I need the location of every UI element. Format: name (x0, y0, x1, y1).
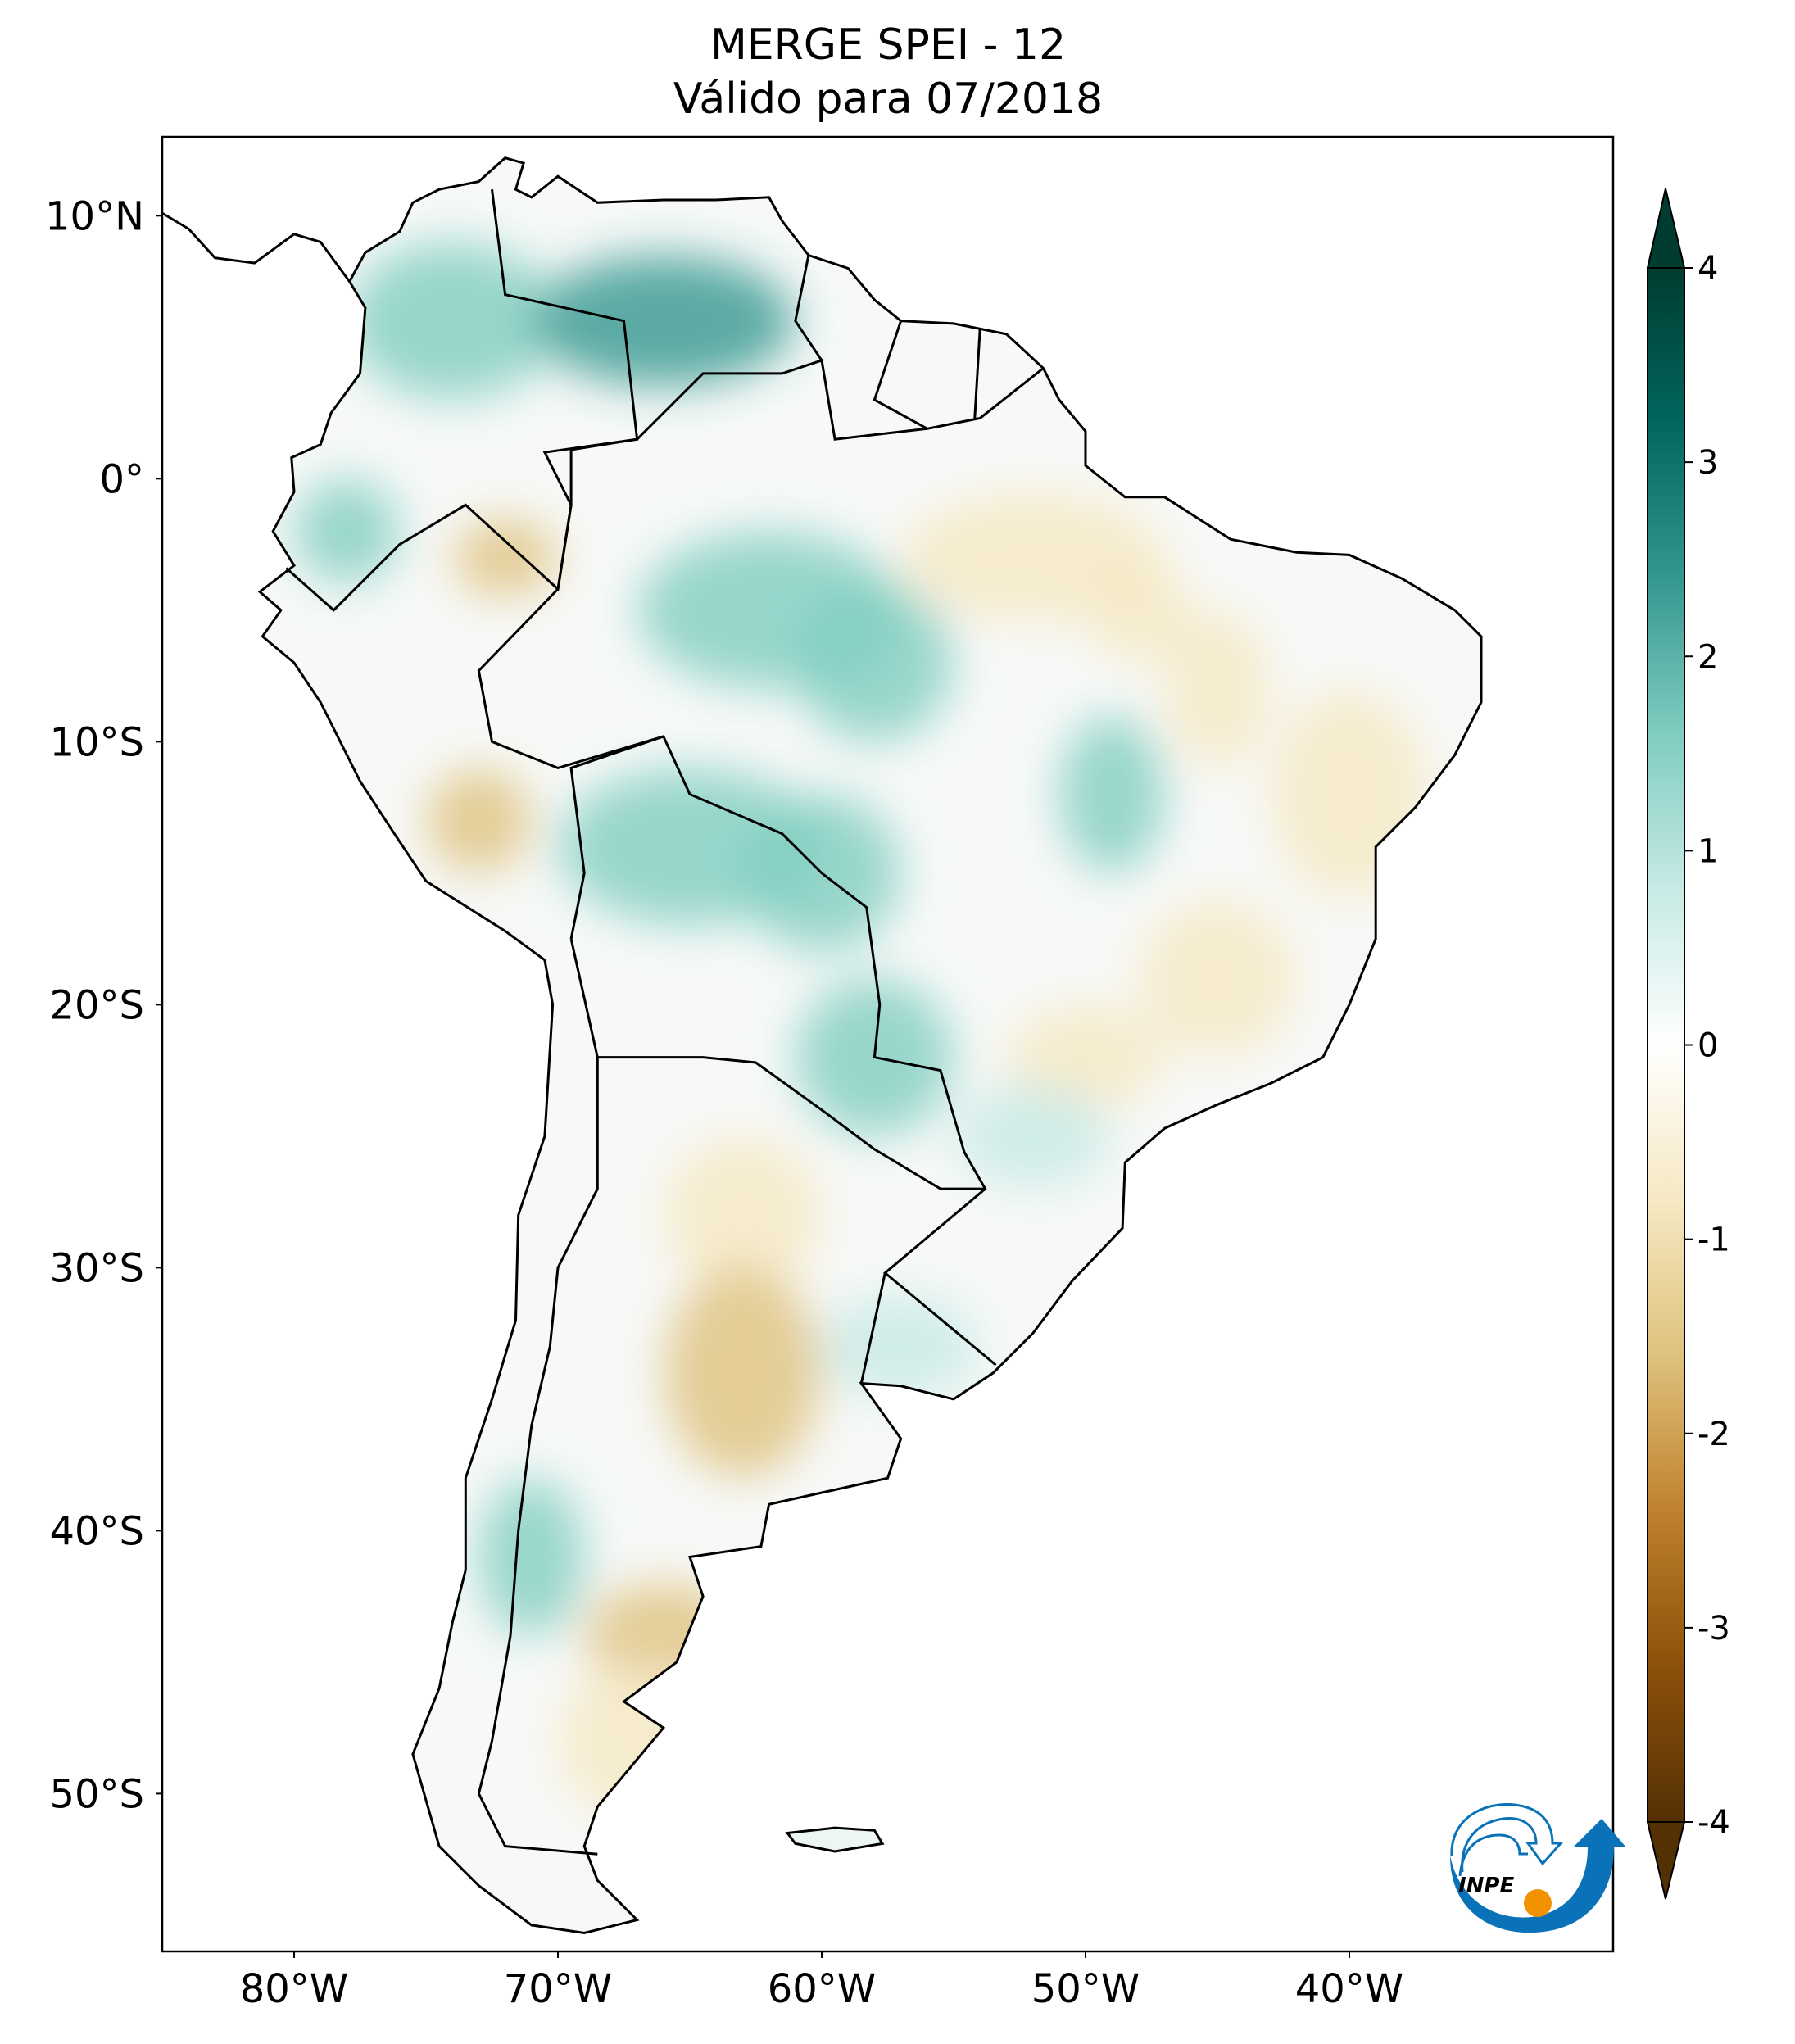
logo-sun (1524, 1889, 1552, 1917)
spei-anomaly-region (478, 1478, 584, 1636)
coastline-central-america (161, 211, 351, 283)
lon-tick-label: 70°W (504, 1966, 613, 2012)
spei-field (294, 242, 1428, 1820)
lon-tick-label: 50°W (1031, 1966, 1140, 2012)
spei-anomaly-region (1086, 557, 1191, 663)
lat-axis: 10°N 0° 10°S 20°S 30°S 40°S 50°S (45, 193, 162, 1817)
colorbar-tick-label: -3 (1698, 1610, 1730, 1647)
lat-tick-label: 0° (99, 456, 144, 502)
colorbar-tick-label: -1 (1698, 1221, 1730, 1259)
inpe-logo: INPE (1450, 1803, 1626, 1933)
spei-anomaly-region (822, 1294, 980, 1399)
logo-swirl-outer (1450, 1803, 1564, 1873)
falkland-islands (785, 1826, 885, 1853)
border-brazil (477, 358, 1045, 1366)
lat-tick-label: 30°S (49, 1245, 144, 1291)
colorbar-tick-label: -2 (1698, 1416, 1730, 1453)
spei-anomaly-region (954, 1083, 1112, 1189)
colorbar-tick-label: 0 (1698, 1027, 1718, 1065)
lat-tick-label: 50°S (49, 1771, 144, 1817)
spei-anomaly-region (294, 478, 400, 584)
colorbar-tick-label: 3 (1698, 444, 1718, 482)
colorbar-extend-top (1646, 188, 1686, 269)
border-peru-ecuador-colombia (285, 189, 639, 612)
border-argentina-north (597, 1056, 986, 1190)
border-guianas-2 (873, 320, 928, 430)
lon-tick-label: 80°W (240, 1966, 349, 2012)
lat-tick-label: 10°S (49, 719, 144, 765)
colorbar-body (1647, 267, 1685, 1823)
coastline (257, 156, 1483, 1935)
spei-anomaly-region (1007, 1004, 1164, 1110)
border-bolivia-paraguay-argentina (569, 735, 664, 940)
colorbar-extend-bottom (1646, 1821, 1686, 1900)
spei-anomaly-region (664, 1136, 822, 1294)
spei-anomaly-region (1139, 900, 1296, 1058)
logo-swirl-inner (1458, 1833, 1528, 1877)
lon-tick-label: 60°W (768, 1966, 877, 2012)
lon-axis: 80°W 70°W 60°W 50°W 40°W (240, 1951, 1404, 2012)
colorbar-tick-label: -4 (1698, 1804, 1730, 1842)
spei-anomaly-region (1059, 715, 1165, 873)
map-frame (161, 135, 1615, 1953)
country-borders (161, 156, 1483, 1935)
logo-swoosh (1450, 1819, 1626, 1933)
colorbar: 4 3 2 1 0 -1 -2 -3 -4 (1646, 188, 1730, 1900)
border-andes (477, 938, 599, 1856)
colorbar-tick-label: 2 (1698, 638, 1718, 676)
spei-anomaly-region (796, 584, 954, 742)
lat-tick-label: 40°S (49, 1508, 144, 1554)
map-panel: 10°N 0° 10°S 20°S 30°S 40°S 50°S 80°W 70°W 60°W 5… (45, 135, 1615, 2012)
colorbar-tick-label: 1 (1698, 832, 1718, 870)
logo-text: INPE (1458, 1874, 1514, 1898)
spei-anomaly-region (664, 1267, 822, 1478)
title-line-2: Válido para 07/2018 (673, 75, 1103, 124)
spei-anomaly-region (347, 242, 558, 400)
lat-tick-label: 10°N (45, 193, 144, 239)
border-guianas (794, 255, 823, 361)
spei-anomaly-region (1165, 610, 1270, 768)
lon-tick-label: 40°W (1295, 1966, 1404, 2012)
colorbar-ticks: 4 3 2 1 0 -1 -2 -3 -4 (1684, 250, 1730, 1842)
border-uruguay (859, 1272, 886, 1384)
spei-anomaly-region (532, 255, 795, 387)
border-guianas-3 (973, 329, 981, 419)
spei-anomaly-region (452, 518, 558, 597)
colorbar-tick-label: 4 (1698, 250, 1718, 288)
spei-anomaly-region (426, 768, 532, 873)
lat-tick-label: 20°S (49, 982, 144, 1028)
title-line-1: MERGE SPEI - 12 (710, 20, 1066, 70)
